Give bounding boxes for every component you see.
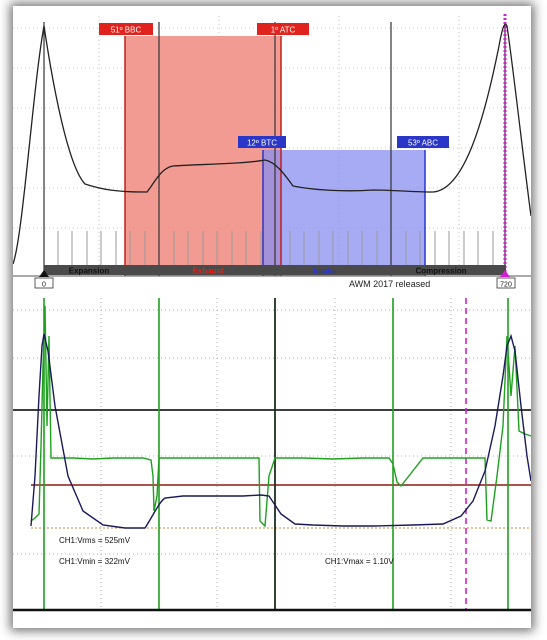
intake-region <box>263 150 425 280</box>
end-pointer-icon[interactable] <box>500 270 510 277</box>
bbc-marker-label: 51º BBC <box>99 23 153 35</box>
bottom-panel: CH1:Vrms = 525mV CH1:Vmin = 322mV CH1:Vm… <box>13 292 532 628</box>
top-pressure-trace <box>12 23 532 265</box>
stroke-expansion: Expansion <box>69 267 110 276</box>
screenshot-frame: 51º BBC 1º ATC 12º BTC 53º ABC Expansion… <box>12 6 532 628</box>
svg-text:12º BTC: 12º BTC <box>247 139 277 148</box>
scale-strip <box>13 276 531 290</box>
end-angle-label: 720 <box>500 282 512 289</box>
stroke-intake: Intake <box>313 267 337 276</box>
svg-text:1º ATC: 1º ATC <box>271 26 296 35</box>
degree-ticks <box>57 231 494 268</box>
stroke-bar <box>44 265 506 275</box>
abc-marker-label: 53º ABC <box>397 136 449 148</box>
svg-text:51º BBC: 51º BBC <box>111 26 142 35</box>
vrms-readout: CH1:Vrms = 525mV <box>59 536 131 545</box>
start-angle-label: 0 <box>42 282 46 289</box>
vmax-readout: CH1:Vmax = 1.10V <box>325 557 394 566</box>
bottom-grid <box>13 298 531 610</box>
top-panel: 51º BBC 1º ATC 12º BTC 53º ABC Expansion… <box>12 6 532 290</box>
pressure-trace <box>30 333 532 529</box>
start-pointer-icon[interactable] <box>39 270 49 277</box>
svg-text:53º ABC: 53º ABC <box>408 139 438 148</box>
vmin-readout: CH1:Vmin = 322mV <box>59 557 131 566</box>
start-angle-box <box>34 277 54 289</box>
end-angle-box <box>496 277 516 289</box>
cam-signal-trace <box>30 305 532 528</box>
stroke-exhaust: Exhaust <box>192 267 223 276</box>
btc-marker-label: 12º BTC <box>238 136 286 148</box>
watermark-text: AWM 2017 released <box>349 279 430 289</box>
bottom-panel-background <box>13 292 531 628</box>
atc-marker-label: 1º ATC <box>257 23 309 35</box>
stroke-compression: Compression <box>415 267 466 276</box>
tdc-dividers <box>43 22 506 280</box>
